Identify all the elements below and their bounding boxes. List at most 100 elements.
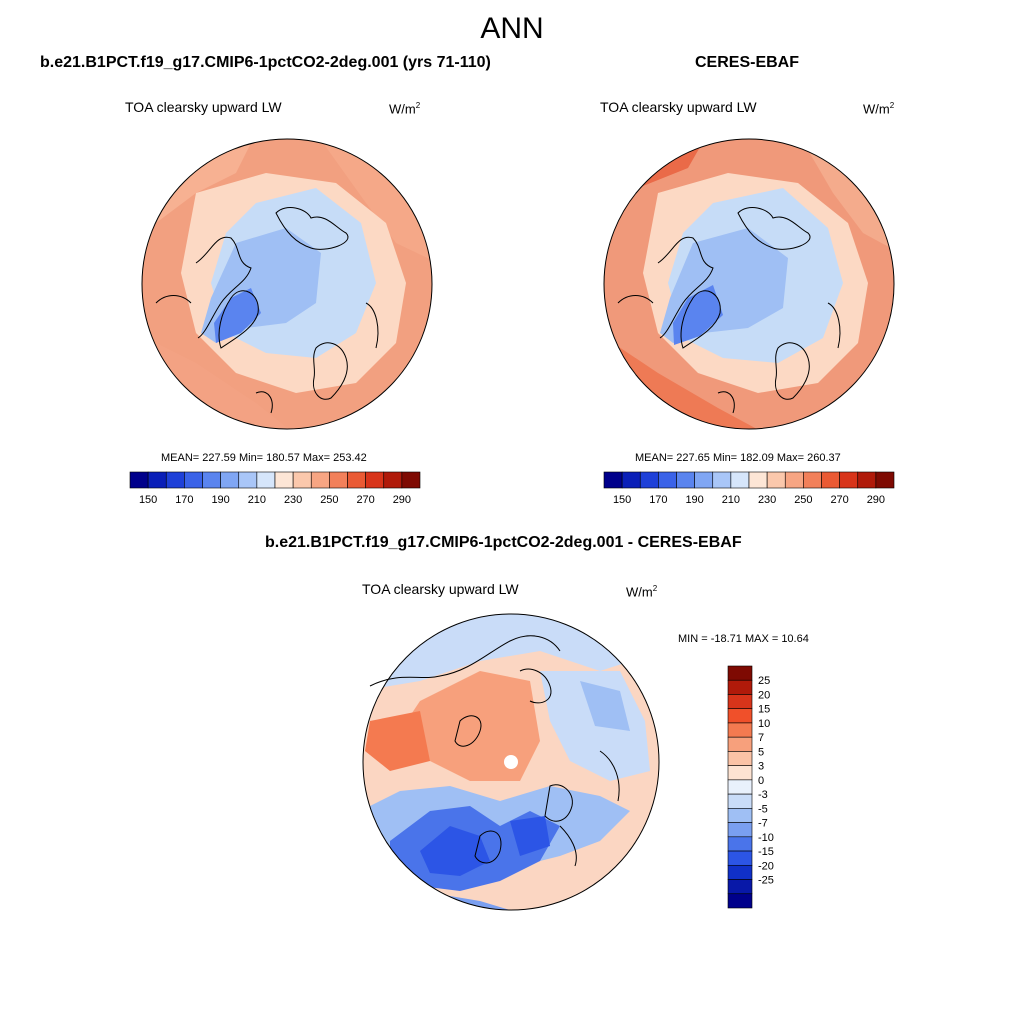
colorbar-swatch (727, 836, 753, 852)
colorbar-tick-label: -10 (758, 832, 774, 844)
model-colorbar: 150 170 190 210 230 250 270 290 (129, 471, 421, 506)
colorbar-swatch (727, 793, 753, 809)
colorbar-swatch (202, 471, 221, 489)
colorbar-tick-label: -25 (758, 875, 774, 887)
colorbar-swatch (727, 879, 753, 895)
colorbar-tick-label: 150 (139, 494, 157, 506)
colorbar-tick-label: 3 (758, 761, 764, 773)
obs-greenland-minimum (673, 285, 723, 345)
colorbar-swatch (129, 471, 149, 489)
colorbar-swatch (821, 471, 840, 489)
colorbar-tick-label: 20 (758, 689, 770, 701)
diff-polar-map (362, 613, 660, 911)
model-greenland-minimum (214, 288, 261, 343)
colorbar-tick-label: -3 (758, 789, 768, 801)
obs-unit-label: W/m2 (863, 101, 895, 117)
obs-panel-title: CERES-EBAF (695, 54, 800, 71)
colorbar-tick-label: 230 (284, 494, 302, 506)
diff-pole-hole (504, 755, 518, 769)
diff-coastlines (369, 635, 620, 867)
colorbar-swatch (329, 471, 348, 489)
model-stats: MEAN= 227.59 Min= 180.57 Max= 253.42 (161, 452, 367, 464)
colorbar-swatch (165, 471, 185, 489)
colorbar-swatch (727, 751, 753, 766)
colorbar-swatch (292, 471, 312, 489)
colorbar-tick-label: 210 (248, 494, 266, 506)
colorbar-swatch (839, 471, 859, 489)
colorbar-swatch (748, 471, 768, 489)
diff-map-border (362, 613, 660, 911)
model-map-border (141, 138, 433, 430)
colorbar-swatch (875, 471, 895, 489)
colorbar-tick-label: 210 (722, 494, 740, 506)
colorbar-tick-label: -5 (758, 803, 768, 815)
colorbar-swatch (639, 471, 659, 489)
colorbar-tick-label: 7 (758, 732, 764, 744)
colorbar-tick-label: 230 (758, 494, 776, 506)
colorbar-tick-label: 5 (758, 746, 764, 758)
colorbar-swatch (401, 471, 421, 489)
colorbar-swatch (727, 765, 753, 781)
colorbar-swatch (365, 471, 385, 489)
colorbar-tick-label: 290 (393, 494, 411, 506)
colorbar-swatch (784, 471, 804, 489)
colorbar-swatch (803, 471, 822, 489)
diff-panel-title: b.e21.B1PCT.f19_g17.CMIP6-1pctCO2-2deg.0… (265, 534, 742, 551)
colorbar-swatch (712, 471, 732, 489)
diff-warm-anomaly (400, 671, 540, 781)
colorbar-tick-label: 270 (356, 494, 374, 506)
colorbar-swatch (727, 822, 753, 838)
colorbar-tick-label: -7 (758, 818, 768, 830)
colorbar-swatch (238, 471, 258, 489)
obs-variable-label: TOA clearsky upward LW (600, 99, 757, 115)
colorbar-swatch (347, 471, 366, 489)
colorbar-tick-label: -15 (758, 846, 774, 858)
colorbar-swatch (727, 679, 753, 695)
colorbar-swatch (857, 471, 877, 489)
colorbar-tick-label: 270 (830, 494, 848, 506)
colorbar-swatch (727, 694, 753, 710)
colorbar-swatch (676, 471, 695, 489)
colorbar-tick-label: 170 (649, 494, 667, 506)
colorbar-tick-label: 15 (758, 704, 770, 716)
colorbar-swatch (603, 471, 623, 489)
colorbar-swatch (727, 864, 753, 880)
diff-unit-label: W/m2 (626, 584, 658, 600)
model-variable-label: TOA clearsky upward LW (125, 99, 282, 115)
colorbar-swatch (621, 471, 641, 489)
colorbar-tick-label: 250 (794, 494, 812, 506)
colorbar-tick-label: 0 (758, 775, 764, 787)
colorbar-swatch (220, 471, 240, 489)
colorbar-swatch (658, 471, 677, 489)
colorbar-tick-label: 150 (613, 494, 631, 506)
colorbar-swatch (727, 779, 753, 795)
colorbar-swatch (730, 471, 750, 489)
colorbar-swatch (147, 471, 167, 489)
colorbar-tick-label: 290 (867, 494, 885, 506)
diff-colorbar: 25 20 15 10 7 5 3 0 -3 -5 -7 -10 -15 -20 -25 (727, 665, 774, 909)
colorbar-swatch (727, 808, 753, 823)
obs-coastlines (617, 207, 841, 414)
colorbar-tick-label: 25 (758, 675, 770, 687)
colorbar-swatch (727, 893, 753, 909)
model-polar-map (141, 138, 433, 430)
colorbar-swatch (727, 708, 753, 724)
colorbar-tick-label: -20 (758, 860, 774, 872)
colorbar-swatch (274, 471, 294, 489)
colorbar-swatch (184, 471, 203, 489)
colorbar-swatch (310, 471, 330, 489)
obs-polar-map (603, 138, 895, 430)
diff-variable-label: TOA clearsky upward LW (362, 581, 519, 597)
obs-colorbar: 150 170 190 210 230 250 270 290 (603, 471, 895, 506)
colorbar-tick-label: 190 (211, 494, 229, 506)
colorbar-swatch (727, 665, 753, 681)
obs-map-border (603, 138, 895, 430)
colorbar-swatch (383, 471, 403, 489)
colorbar-tick-label: 250 (320, 494, 338, 506)
diff-stats: MIN = -18.71 MAX = 10.64 (678, 633, 809, 645)
colorbar-swatch (727, 722, 753, 738)
model-panel-title: b.e21.B1PCT.f19_g17.CMIP6-1pctCO2-2deg.0… (40, 54, 491, 71)
model-unit-label: W/m2 (389, 101, 421, 117)
colorbar-tick-label: 190 (685, 494, 703, 506)
colorbar-tick-label: 170 (175, 494, 193, 506)
